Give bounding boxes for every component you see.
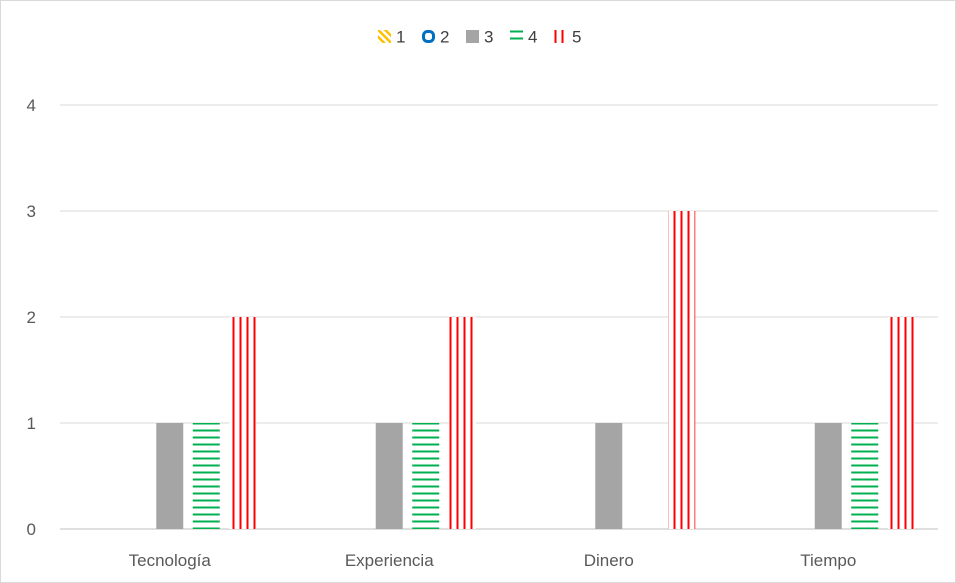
bar-series-4-experiencia: [412, 423, 440, 529]
x-tick-label: Dinero: [584, 551, 634, 570]
bar-series-4-tecnología: [192, 423, 220, 529]
legend-label: 2: [440, 28, 449, 47]
legend-swatch: [466, 30, 479, 43]
legend-item-5: 5: [554, 28, 581, 47]
axes: 0 1 2 3 4 Tecnología Experiencia Dinero Tiempo: [27, 96, 857, 570]
legend-swatch: [378, 30, 391, 43]
bar-series-4-tiempo: [851, 423, 879, 529]
bar-series-3-tiempo: [814, 423, 842, 529]
legend-swatch: [422, 30, 435, 43]
legend: 1 2 3 4 5: [378, 28, 581, 47]
bar-series-3-tecnología: [156, 423, 184, 529]
gridlines: [60, 104, 938, 530]
y-tick-label: 2: [27, 308, 36, 327]
bar-series-5-dinero: [668, 211, 696, 529]
legend-label: 1: [396, 28, 405, 47]
bar-series-5-tiempo: [887, 317, 915, 529]
legend-item-1: 1: [378, 28, 405, 47]
legend-label: 5: [572, 28, 581, 47]
legend-item-2: 2: [422, 28, 449, 47]
legend-label: 4: [528, 28, 537, 47]
bar-series-5-experiencia: [448, 317, 476, 529]
legend-item-4: 4: [510, 28, 537, 47]
y-tick-label: 1: [27, 414, 36, 433]
bar-series-3-experiencia: [375, 423, 403, 529]
x-tick-label: Tecnología: [129, 551, 212, 570]
legend-item-3: 3: [466, 28, 493, 47]
bar-series-5-tecnología: [229, 317, 257, 529]
legend-swatch: [554, 30, 567, 43]
y-tick-label: 3: [27, 202, 36, 221]
x-tick-label: Tiempo: [800, 551, 856, 570]
bars: [156, 211, 915, 529]
legend-swatch: [510, 30, 523, 43]
y-tick-label: 4: [27, 96, 36, 115]
bar-series-3-dinero: [595, 423, 623, 529]
y-tick-label: 0: [27, 520, 36, 539]
legend-label: 3: [484, 28, 493, 47]
x-tick-label: Experiencia: [345, 551, 434, 570]
